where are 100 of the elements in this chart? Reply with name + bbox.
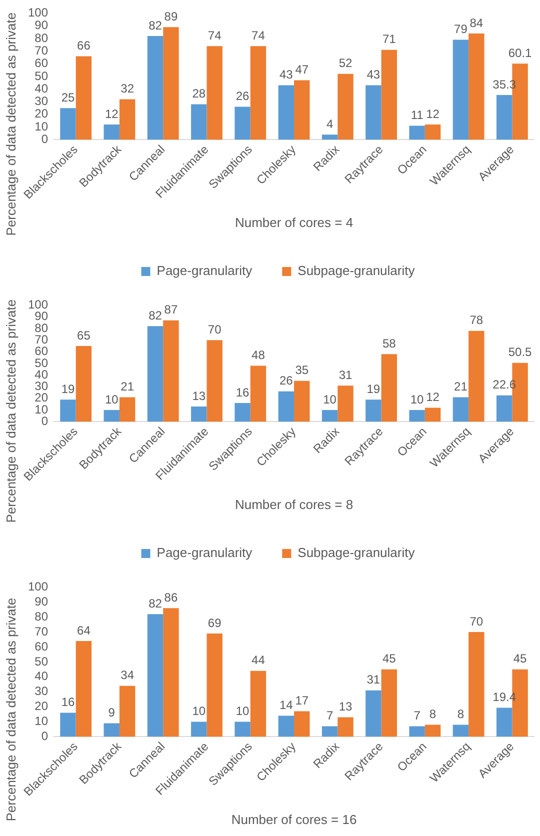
y-tick-label: 60 [34, 344, 48, 358]
data-label: 89 [164, 9, 178, 24]
data-label: 60.1 [508, 46, 532, 60]
bar [104, 124, 120, 140]
bar [452, 397, 469, 422]
bar [60, 400, 76, 422]
bar [250, 46, 266, 140]
bar [163, 27, 179, 140]
y-tick-label: 50 [34, 68, 48, 83]
bar [322, 726, 338, 737]
bar [424, 724, 441, 737]
y-tick-label: 80 [34, 30, 48, 45]
bar [60, 108, 76, 140]
legend-label: Subpage-granularity [298, 263, 416, 278]
data-label: 47 [295, 62, 309, 77]
bar [366, 85, 382, 140]
y-tick-label: 20 [34, 390, 48, 405]
y-tick-label: 70 [34, 43, 48, 58]
y-tick-label: 60 [34, 56, 48, 70]
y-tick-label: 10 [34, 119, 48, 134]
data-label: 35 [295, 363, 309, 378]
bar [191, 722, 207, 737]
bar [191, 406, 207, 422]
y-tick-label: 60 [34, 639, 48, 654]
data-label: 34 [120, 668, 134, 682]
data-label: 16 [61, 695, 75, 710]
bar [452, 724, 469, 737]
data-label: 12 [426, 106, 440, 121]
y-tick-label: 80 [34, 320, 48, 335]
data-label: 9 [108, 706, 116, 720]
legend-label: Page-granularity [156, 545, 253, 560]
data-label: 44 [252, 653, 266, 668]
x-axis-title: Number of cores = 4 [234, 214, 354, 230]
y-tick-label: 30 [34, 94, 48, 108]
bar [294, 711, 310, 737]
data-label: 50.5 [508, 345, 532, 360]
data-label: 13 [192, 388, 206, 403]
data-label: 10 [236, 704, 250, 718]
bar [206, 340, 222, 422]
data-label: 16 [236, 385, 250, 400]
y-tick-label: 40 [34, 669, 48, 684]
y-tick-label: 100 [28, 298, 48, 312]
data-label: 8 [457, 707, 464, 722]
x-axis-title: Number of cores = 16 [231, 812, 357, 827]
bar [424, 408, 441, 422]
data-label: 11 [410, 108, 424, 122]
data-label: 66 [77, 38, 91, 53]
y-tick-label: 10 [34, 714, 48, 728]
y-tick-label: 70 [34, 624, 48, 638]
data-label: 31 [338, 368, 352, 382]
data-label: 7 [414, 708, 421, 723]
bar [496, 395, 512, 422]
data-label: 70 [208, 322, 222, 336]
y-tick-label: 100 [28, 580, 48, 594]
bar [338, 74, 354, 140]
bar [250, 670, 266, 737]
data-label: 43 [279, 68, 294, 82]
y-tick-label: 20 [34, 699, 48, 714]
data-label: 25 [61, 90, 75, 104]
y-tick-label: 40 [34, 367, 48, 382]
data-label: 86 [164, 590, 178, 604]
bar [119, 99, 136, 140]
bar [366, 400, 382, 422]
y-tick-label: 90 [34, 18, 48, 32]
data-label: 13 [338, 700, 352, 714]
y-axis-title: Percentage of data detected as private [4, 598, 19, 822]
data-label: 58 [382, 336, 396, 350]
y-tick-label: 0 [41, 132, 48, 146]
bar [163, 608, 179, 737]
bar [104, 723, 120, 737]
data-label: 70 [470, 614, 484, 628]
data-label: 26 [236, 89, 250, 104]
y-tick-label: 40 [34, 81, 48, 96]
bar [452, 40, 469, 140]
y-tick-label: 100 [28, 6, 48, 20]
data-label: 12 [104, 106, 119, 121]
bar [409, 726, 425, 737]
data-label: 17 [295, 694, 309, 708]
data-label: 31 [366, 672, 380, 687]
data-label: 79 [454, 22, 468, 36]
bar [147, 36, 164, 140]
bar [468, 33, 484, 140]
data-label: 10 [192, 704, 206, 718]
y-tick-label: 50 [34, 356, 48, 370]
bar [322, 134, 338, 140]
bar [278, 716, 294, 737]
data-label: 7 [326, 708, 334, 723]
data-label: 19 [366, 382, 380, 396]
y-tick-label: 50 [34, 654, 48, 668]
data-label: 87 [164, 302, 178, 317]
bar [60, 712, 76, 737]
bar [496, 708, 512, 737]
data-label: 82 [148, 18, 162, 32]
bar [496, 95, 512, 140]
bar [468, 330, 484, 422]
bar [206, 634, 222, 737]
data-label: 19 [61, 382, 75, 396]
bar [338, 717, 354, 737]
bar [294, 80, 310, 140]
bar [468, 632, 484, 737]
